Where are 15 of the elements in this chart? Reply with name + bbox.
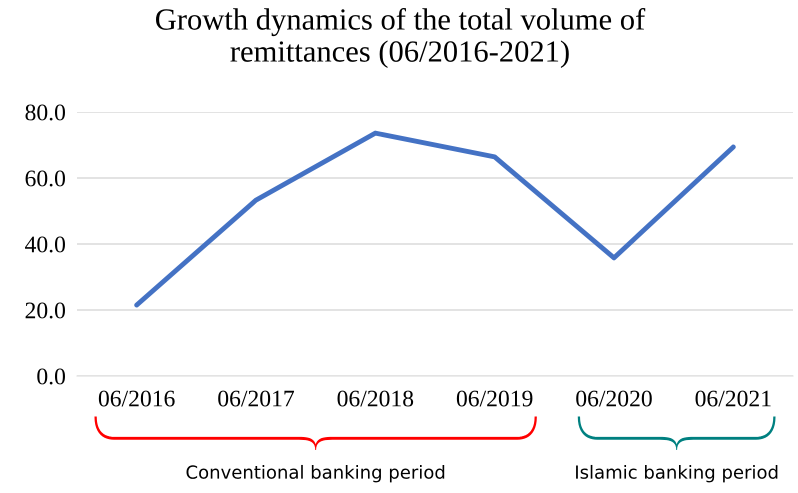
chart-title: Growth dynamics of the total volume of remittances (06/2016-2021) (156, 8, 646, 68)
text: Conventional banking period (186, 464, 444, 482)
y-tick-label: 40.0 (25, 236, 65, 253)
x-tick-label: 06/2017 (218, 390, 294, 407)
y-tick-label: 20.0 (26, 302, 65, 319)
x-tick-label: 06/2018 (338, 390, 414, 407)
x-tick-label: 06/2019 (456, 390, 532, 407)
text: Islamic banking period (576, 464, 778, 482)
y-tick-label: 80.0 (25, 104, 65, 121)
x-tick-label: 06/2020 (576, 390, 652, 407)
x-tick-label: 06/2016 (98, 390, 175, 407)
y-tick-label: 0.0 (37, 368, 65, 385)
line-series (134, 130, 736, 308)
x-tick-label: 06/2021 (696, 390, 771, 407)
y-tick-label: 60.0 (26, 170, 65, 187)
